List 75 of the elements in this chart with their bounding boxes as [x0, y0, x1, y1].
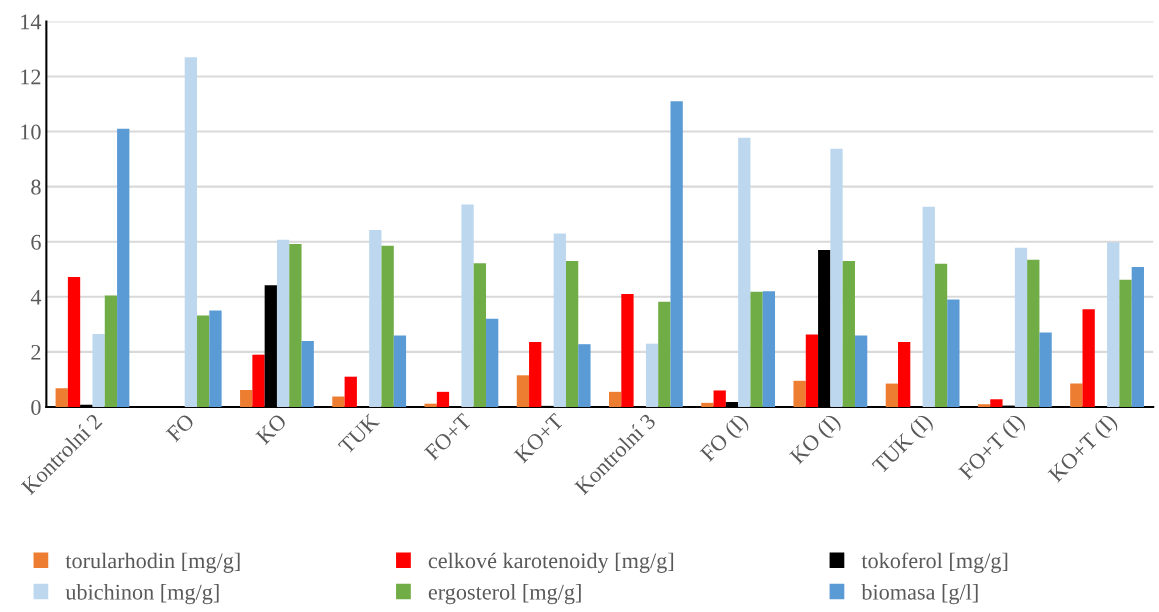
y-tick-label: 6: [31, 234, 41, 250]
bar: [55, 388, 68, 407]
legend-label: ubichinon [mg/g]: [65, 583, 219, 605]
bar: [381, 245, 394, 407]
y-tick-label: 2: [31, 344, 41, 360]
bar: [658, 301, 671, 407]
bar: [934, 263, 948, 407]
y-tick-label: 4: [30, 289, 42, 305]
bar: [738, 137, 751, 407]
bar: [990, 399, 1003, 407]
bar: [1082, 309, 1095, 407]
y-tick-label: 14: [21, 14, 42, 30]
bar: [184, 57, 198, 407]
bar: [117, 128, 130, 407]
legend-label: torularhodin [mg/g]: [65, 552, 240, 573]
bar: [793, 380, 806, 407]
bar: [461, 204, 474, 407]
bar: [486, 318, 499, 407]
bar: [1039, 332, 1052, 407]
bar: [67, 276, 81, 407]
bar: [332, 396, 345, 407]
bar: [830, 148, 843, 407]
bar: [701, 402, 714, 407]
bar: [1107, 242, 1120, 407]
y-tick-label: 0: [31, 399, 41, 415]
bar: [1119, 279, 1132, 407]
bar: [922, 206, 935, 407]
y-tick-label: 8: [31, 179, 41, 195]
bar: [209, 310, 222, 407]
bar: [565, 261, 579, 407]
bar: [553, 233, 566, 407]
bar: [289, 243, 302, 407]
legend-label: celkové karotenoidy [mg/g]: [428, 552, 674, 573]
bar: [344, 376, 357, 407]
bar: [805, 334, 819, 407]
bar: [645, 343, 659, 407]
bar: [762, 291, 776, 407]
y-tick-label: 10: [21, 124, 41, 140]
bar: [104, 295, 118, 407]
bar: [276, 239, 290, 407]
bar: [240, 389, 253, 407]
bar: [197, 315, 210, 407]
bar: [92, 334, 105, 407]
x-tick-label: KO: [255, 412, 288, 446]
bar: [1131, 267, 1144, 407]
bar: [898, 341, 911, 407]
bar: [578, 344, 591, 407]
bar: [977, 404, 991, 407]
x-tick-label: FO (I): [698, 412, 752, 466]
bar: [885, 383, 899, 407]
bar: [436, 391, 450, 407]
bar: [1027, 259, 1040, 407]
bar: [516, 375, 530, 407]
bar: [252, 354, 265, 407]
bar: [947, 299, 960, 407]
legend-label: biomasa [g/l]: [861, 583, 978, 605]
bar: [393, 335, 407, 407]
bar: [670, 101, 683, 407]
legend-label: ergosterol [mg/g]: [428, 583, 581, 605]
bar: [473, 263, 487, 407]
x-tick-label: FO: [165, 412, 196, 443]
legend-label: tokoferol [mg/g]: [861, 552, 1008, 573]
bar: [750, 291, 763, 407]
y-tick-label: 12: [21, 69, 41, 85]
x-tick-label: KO (I): [788, 412, 844, 468]
bar: [1014, 247, 1028, 407]
bar: [854, 335, 868, 407]
bar: [621, 294, 634, 407]
bar: [713, 390, 726, 407]
bar: [842, 261, 855, 407]
bar: [1070, 383, 1083, 407]
bar: [301, 340, 314, 407]
bar: [369, 229, 382, 407]
bar: [529, 341, 542, 407]
bar: [609, 391, 622, 407]
